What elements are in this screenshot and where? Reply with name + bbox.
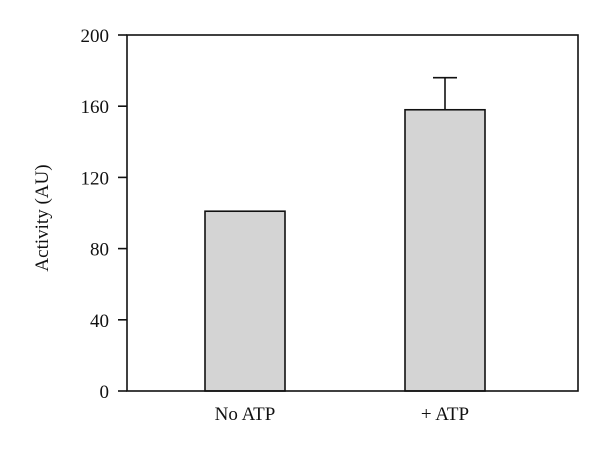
plot-frame bbox=[126, 34, 579, 392]
x-axis-labels: No ATP + ATP bbox=[215, 404, 469, 425]
error-bars bbox=[433, 76, 457, 110]
bar-no-atp bbox=[204, 210, 286, 392]
y-axis-ticks: 0 40 80 120 160 200 bbox=[81, 26, 127, 403]
y-axis-title: Activity (AU) bbox=[32, 164, 53, 271]
y-tick-label: 120 bbox=[81, 168, 110, 189]
y-tick-label: 200 bbox=[81, 26, 110, 47]
bar-plus-atp bbox=[404, 108, 486, 392]
y-tick-label: 0 bbox=[100, 382, 110, 403]
y-tick-label: 160 bbox=[81, 97, 110, 118]
y-tick-label: 80 bbox=[90, 240, 109, 261]
y-tick-label: 40 bbox=[90, 311, 109, 332]
bars bbox=[204, 108, 486, 392]
x-category-label: + ATP bbox=[421, 404, 469, 425]
x-category-label: No ATP bbox=[215, 404, 276, 425]
